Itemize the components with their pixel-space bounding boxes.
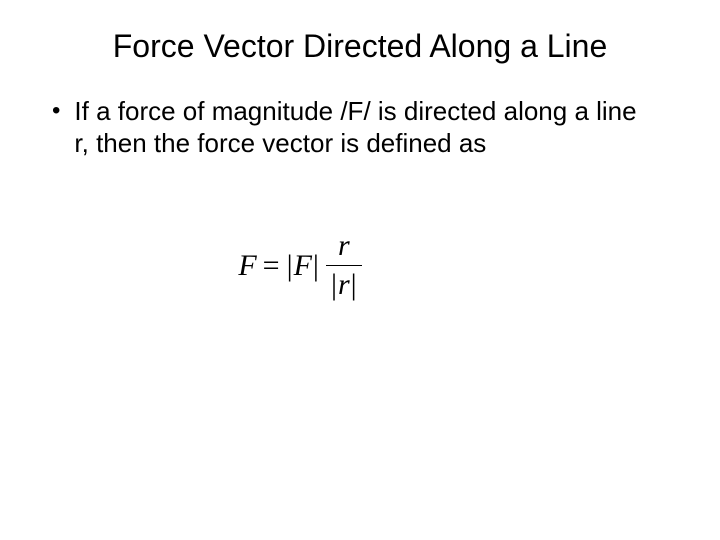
formula-denominator: | r | [326,266,362,302]
formula-equals: = [263,249,280,283]
formula-area: F = | F | r | r | [40,229,680,302]
slide-container: Force Vector Directed Along a Line • If … [0,0,720,540]
formula-abs-close: | [313,249,319,283]
slide-title: Force Vector Directed Along a Line [40,28,680,65]
formula-abs-open: | [287,249,293,283]
formula: F = | F | r | r | [238,229,361,302]
formula-den-abs-close: | [351,268,357,302]
formula-fraction: r | r | [326,229,362,302]
bullet-item: • If a force of magnitude /F/ is directe… [40,95,680,159]
formula-abs-var: F [294,249,312,283]
formula-lhs: F [238,249,256,283]
formula-den-var: r [338,268,350,302]
formula-den-abs-open: | [331,268,337,302]
bullet-text: If a force of magnitude /F/ is directed … [74,95,640,159]
formula-numerator: r [332,229,356,265]
bullet-marker: • [52,95,60,127]
